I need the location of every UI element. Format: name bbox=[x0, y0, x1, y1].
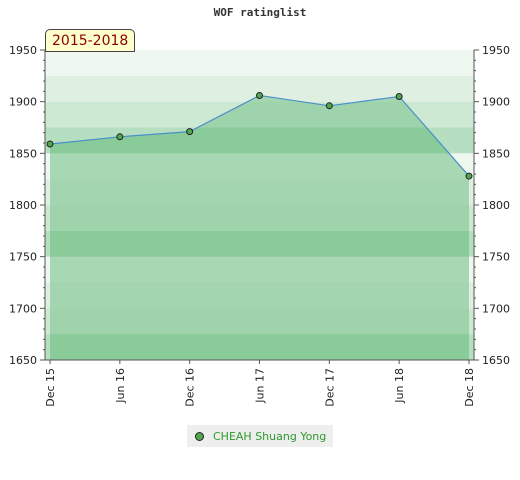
data-point bbox=[325, 102, 333, 110]
band bbox=[45, 50, 474, 76]
x-tick-label: Jun 16 bbox=[114, 368, 127, 404]
y-tick-label: 1700 bbox=[482, 302, 510, 315]
x-tick-label: Jun 17 bbox=[254, 368, 267, 404]
y-tick-label: 1900 bbox=[482, 96, 510, 109]
y-tick-label: 1850 bbox=[482, 147, 510, 160]
y-axis-right: 1650 1700 1750 1800 1850 1900 1950 bbox=[474, 44, 510, 367]
data-point bbox=[395, 93, 403, 100]
legend[interactable]: CHEAH Shuang Yong bbox=[187, 425, 333, 447]
y-tick-label: 1850 bbox=[9, 147, 37, 160]
x-tick-label: Jun 18 bbox=[393, 368, 406, 404]
x-tick-label: Dec 16 bbox=[184, 368, 197, 407]
data-markers bbox=[46, 91, 473, 180]
data-point bbox=[256, 91, 263, 99]
y-tick-label: 1750 bbox=[9, 251, 37, 264]
area-stripe bbox=[50, 230, 469, 257]
legend-label: CHEAH Shuang Yong bbox=[213, 429, 327, 443]
data-point bbox=[116, 133, 124, 141]
period-badge: 2015-2018 bbox=[45, 29, 136, 52]
area-layer bbox=[49, 94, 470, 360]
chart-title: WOF ratinglist bbox=[213, 6, 307, 19]
x-tick-label: Dec 15 bbox=[44, 368, 57, 407]
y-tick-label: 1650 bbox=[482, 354, 510, 367]
y-tick-label: 1800 bbox=[482, 199, 510, 212]
data-point bbox=[465, 172, 473, 180]
area-stripe bbox=[50, 334, 469, 360]
area-stripes bbox=[50, 127, 469, 360]
y-tick-label: 1650 bbox=[9, 354, 37, 367]
circle-marker-icon bbox=[195, 431, 204, 441]
data-point bbox=[186, 128, 194, 136]
y-tick-label: 1800 bbox=[9, 199, 37, 212]
y-tick-label: 1700 bbox=[9, 302, 37, 315]
y-tick-label: 1950 bbox=[9, 44, 37, 57]
y-tick-label: 1750 bbox=[482, 251, 510, 264]
data-point bbox=[46, 140, 54, 148]
y-axis-left: 1650 1700 1750 1800 1850 1900 1950 bbox=[9, 44, 45, 367]
x-axis: Dec 15 Jun 16 Dec 16 Jun 17 Dec 17 Jun 18 Dec … bbox=[44, 360, 476, 407]
y-tick-label: 1900 bbox=[9, 96, 37, 109]
x-tick-label: Dec 18 bbox=[463, 368, 476, 407]
series-area bbox=[50, 95, 469, 360]
y-tick-label: 1950 bbox=[482, 44, 510, 57]
x-tick-label: Dec 17 bbox=[323, 368, 336, 407]
